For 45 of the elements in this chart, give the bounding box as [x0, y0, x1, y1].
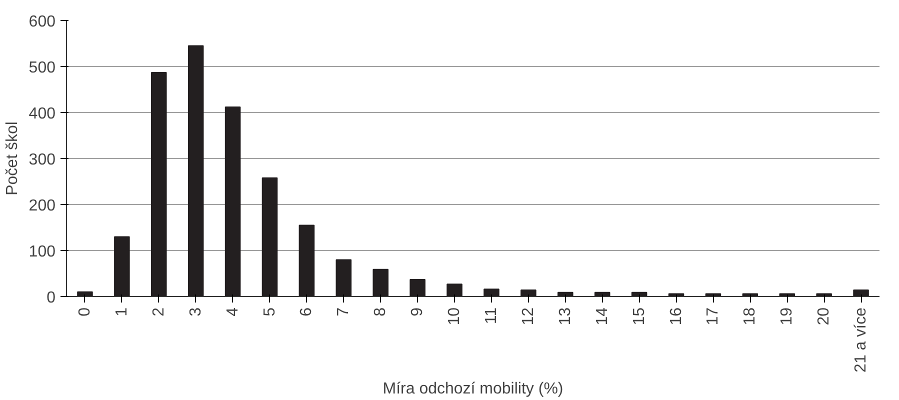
bar	[336, 259, 352, 296]
x-tick-label: 7	[335, 307, 352, 316]
bar	[410, 278, 426, 296]
y-tick-label: 400	[28, 106, 56, 122]
bar	[520, 290, 536, 296]
x-tick-label: 6	[298, 307, 316, 316]
x-tick-label: 17	[704, 307, 722, 326]
bar	[853, 290, 869, 296]
y-axis-title: Počet škol	[4, 122, 21, 196]
bar	[484, 288, 500, 296]
x-tick-label: 11	[482, 307, 500, 324]
x-tick-label: 20	[816, 307, 833, 326]
bar	[262, 177, 278, 296]
bar	[114, 236, 130, 296]
x-tick-label: 16	[668, 307, 685, 326]
x-tick-label: 2	[150, 307, 168, 316]
bar	[446, 284, 462, 296]
x-tick-label: 19	[778, 307, 796, 326]
x-tick-label: 4	[224, 307, 242, 316]
bar	[779, 293, 796, 296]
x-tick-label: 1	[113, 307, 130, 316]
y-tick-label: 600	[28, 14, 56, 30]
x-tick-label: 12	[520, 307, 537, 326]
x-axis-title: Míra odchozí mobility (%)	[382, 380, 564, 398]
x-tick-label: 3	[187, 307, 204, 316]
x-tick-label: 5	[261, 307, 278, 316]
x-tick-label: 10	[446, 307, 464, 326]
x-tick-label: 18	[742, 307, 759, 326]
bar	[816, 293, 832, 296]
x-tick-label: 8	[372, 307, 390, 316]
y-tick-label: 200	[28, 198, 56, 214]
x-tick-label: 15	[630, 307, 648, 326]
x-tick-label: 14	[594, 307, 611, 326]
bar	[298, 224, 315, 296]
bar	[150, 72, 167, 296]
y-tick-label: 100	[28, 244, 56, 260]
bar	[372, 268, 389, 296]
bar	[188, 45, 204, 296]
x-tick-label: 0	[76, 307, 94, 316]
x-tick-label: 9	[409, 307, 426, 316]
bar	[224, 106, 241, 296]
x-tick-label: 21 a více	[852, 307, 870, 372]
y-tick-label: 300	[28, 152, 56, 168]
y-tick-label: 500	[28, 60, 56, 76]
x-tick-label: 13	[556, 307, 574, 326]
